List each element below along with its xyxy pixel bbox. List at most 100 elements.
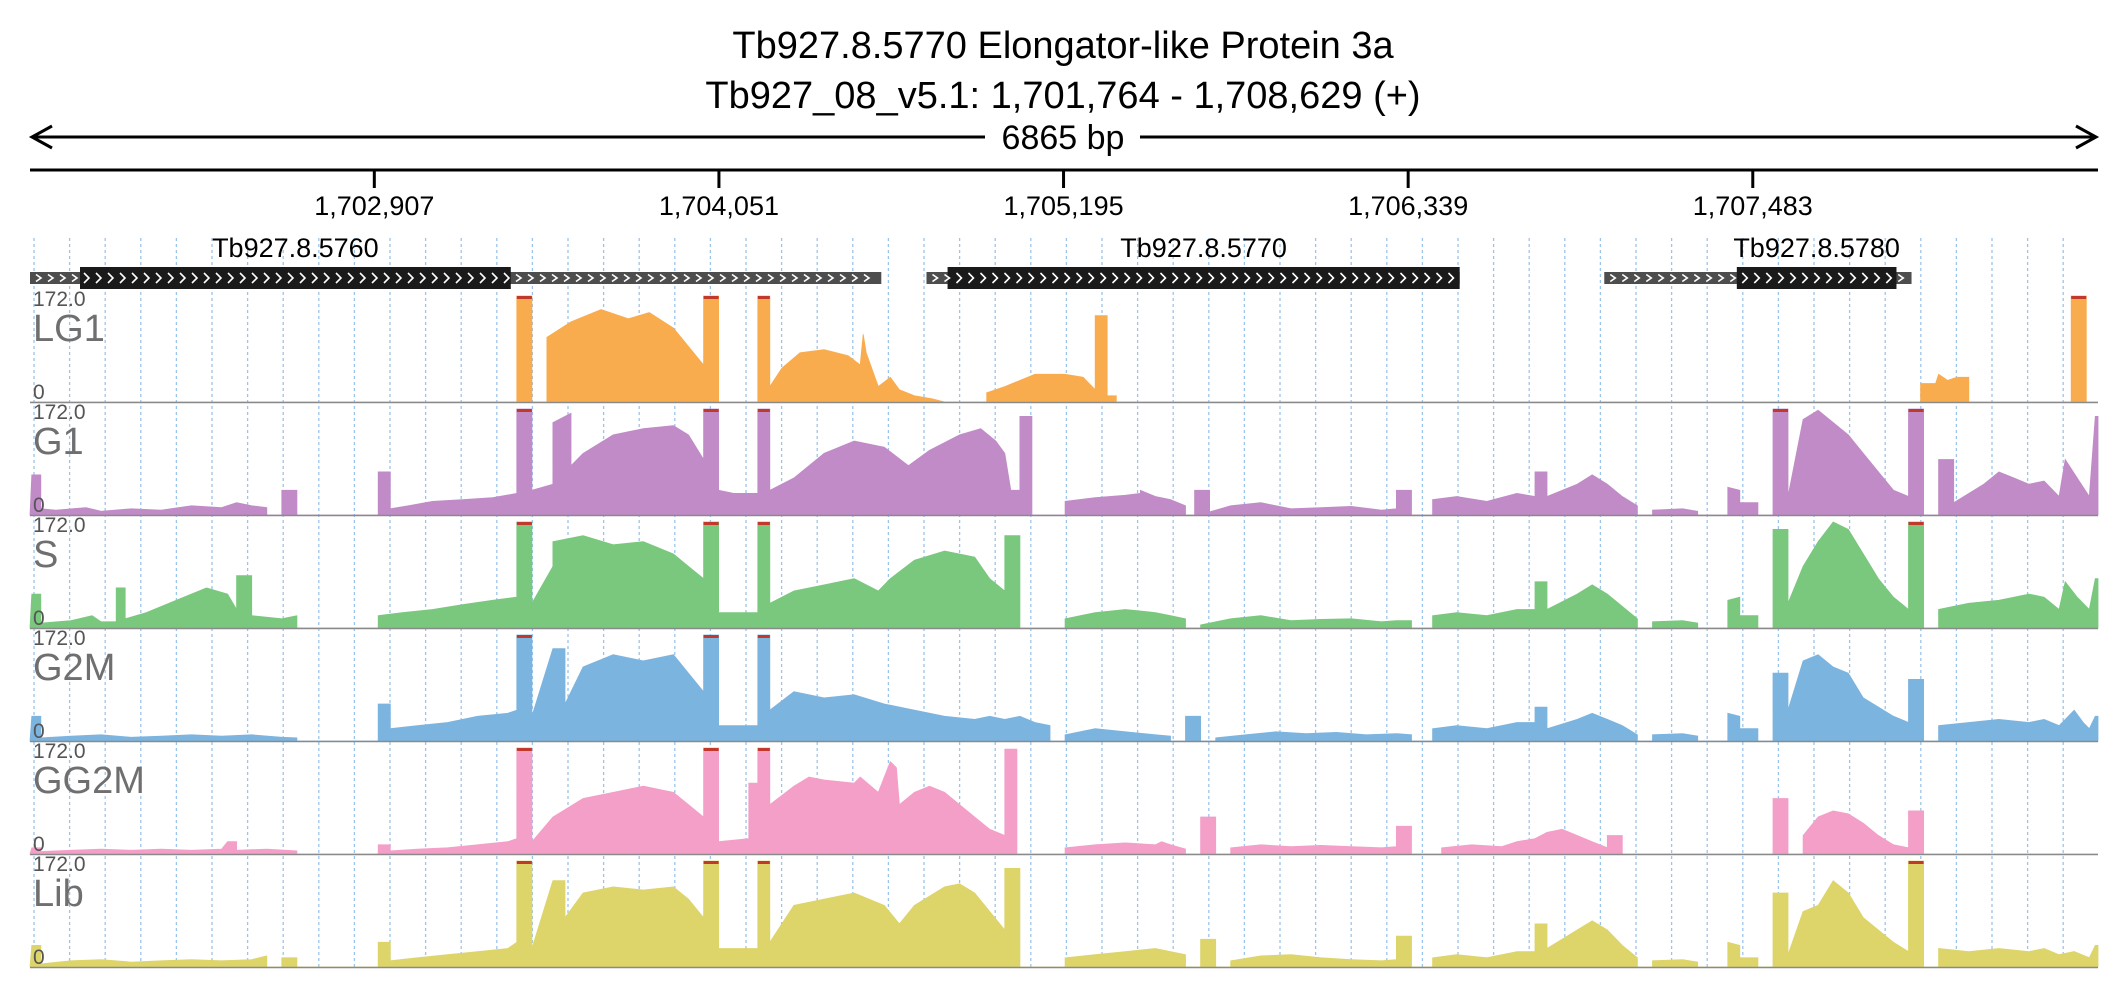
chevron-right-icon <box>1681 273 1689 283</box>
chevron-right-icon <box>755 273 763 283</box>
chevron-right-icon <box>1873 272 1881 284</box>
chevron-right-icon <box>1705 273 1713 283</box>
tick-label: 1,704,051 <box>659 191 779 221</box>
chevron-right-icon <box>167 272 175 284</box>
chevron-right-icon <box>467 272 475 284</box>
coverage-area <box>29 747 2098 855</box>
track-name: G1 <box>33 421 84 463</box>
chevron-right-icon <box>1195 272 1203 284</box>
chevron-right-icon <box>1351 272 1359 284</box>
chevron-right-icon <box>1207 272 1215 284</box>
tick-label: 1,706,339 <box>1348 191 1468 221</box>
coverage-area <box>30 295 2098 403</box>
coordinate-ticks: 1,702,907 1,704,051 1,705,195 1,706,339 1,70… <box>314 170 1813 221</box>
chevron-right-icon <box>1423 272 1431 284</box>
chevron-right-icon <box>515 273 523 283</box>
chevron-right-icon <box>1789 272 1797 284</box>
track-g1: 172.0G1 0 <box>29 401 2099 517</box>
coverage-area <box>29 408 2099 516</box>
chevron-right-icon <box>1231 272 1239 284</box>
chevron-right-icon <box>719 273 727 283</box>
gene-label: Tb927.8.5760 <box>212 233 379 263</box>
chevron-right-icon <box>1219 272 1227 284</box>
chevron-right-icon <box>1123 272 1131 284</box>
track-ymax-label: 172.0 <box>33 288 86 311</box>
chevron-right-icon <box>107 272 115 284</box>
chevron-right-icon <box>203 272 211 284</box>
chevron-right-icon <box>59 273 67 283</box>
chevron-right-icon <box>287 272 295 284</box>
track-ymax-label: 172.0 <box>33 401 86 424</box>
chevron-right-icon <box>743 273 751 283</box>
chevron-right-icon <box>1399 272 1407 284</box>
chevron-right-icon <box>1075 272 1083 284</box>
chevron-right-icon <box>1729 273 1737 283</box>
chevron-right-icon <box>1147 272 1155 284</box>
chevron-right-icon <box>827 273 835 283</box>
chevron-right-icon <box>1159 272 1167 284</box>
tick-label: 1,702,907 <box>314 191 434 221</box>
chevron-right-icon <box>1315 272 1323 284</box>
track-name: GG2M <box>33 760 145 802</box>
chevron-right-icon <box>1027 272 1035 284</box>
chevron-right-icon <box>944 273 951 283</box>
chevron-right-icon <box>1741 272 1749 284</box>
chevron-right-icon <box>1825 272 1833 284</box>
coverage-tracks: 172.0LG10172.0G10172.0S0172.0G2M0172.0GG… <box>29 288 2099 969</box>
chevron-right-icon <box>371 272 379 284</box>
coverage-area <box>29 634 2099 742</box>
chevron-right-icon <box>215 272 223 284</box>
chevron-right-icon <box>179 272 187 284</box>
chevron-right-icon <box>227 272 235 284</box>
chevron-right-icon <box>83 272 91 284</box>
chevron-right-icon <box>1717 273 1725 283</box>
chevron-right-icon <box>323 272 331 284</box>
chevron-right-icon <box>1099 272 1107 284</box>
chevron-right-icon <box>455 272 463 284</box>
chevron-right-icon <box>659 273 667 283</box>
clip-marker <box>757 296 770 299</box>
gridlines <box>33 238 2064 970</box>
chevron-right-icon <box>1051 272 1059 284</box>
chevron-right-icon <box>1645 273 1653 283</box>
chevron-right-icon <box>419 272 427 284</box>
plot-title: Tb927.8.5770 Elongator-like Protein 3a <box>732 25 1394 67</box>
chevron-right-icon <box>1777 272 1785 284</box>
track-name: G2M <box>33 647 115 689</box>
chevron-right-icon <box>671 273 679 283</box>
track-ymin-label: 0 <box>33 833 45 856</box>
track-ymax-label: 172.0 <box>33 740 86 763</box>
clip-marker <box>757 409 770 412</box>
chevron-right-icon <box>563 273 571 283</box>
track-name: LG1 <box>33 308 105 350</box>
chevron-right-icon <box>955 272 963 284</box>
clip-marker <box>757 522 770 525</box>
chevron-right-icon <box>311 272 319 284</box>
chevron-right-icon <box>407 272 415 284</box>
chevron-right-icon <box>1447 272 1455 284</box>
chevron-right-icon <box>95 272 103 284</box>
chevron-right-icon <box>431 272 439 284</box>
chevron-right-icon <box>695 273 703 283</box>
chevron-right-icon <box>779 273 787 283</box>
chevron-right-icon <box>851 273 859 283</box>
track-ymax-label: 172.0 <box>33 853 86 876</box>
chevron-right-icon <box>1849 272 1857 284</box>
chevron-right-icon <box>1183 272 1191 284</box>
track-s: 172.0S 0 <box>29 514 2099 630</box>
chevron-right-icon <box>803 273 811 283</box>
gene-cds <box>947 267 1460 289</box>
chevron-right-icon <box>299 272 307 284</box>
chevron-right-icon <box>1435 272 1443 284</box>
chevron-right-icon <box>815 273 823 283</box>
chevron-right-icon <box>863 273 871 283</box>
chevron-right-icon <box>1801 272 1809 284</box>
track-ymax-label: 172.0 <box>33 514 86 537</box>
track-ymax-label: 172.0 <box>33 627 86 650</box>
chevron-right-icon <box>1327 272 1335 284</box>
chevron-right-icon <box>1255 272 1263 284</box>
chevron-right-icon <box>1633 273 1641 283</box>
chevron-right-icon <box>1657 273 1665 283</box>
chevron-right-icon <box>539 273 547 283</box>
